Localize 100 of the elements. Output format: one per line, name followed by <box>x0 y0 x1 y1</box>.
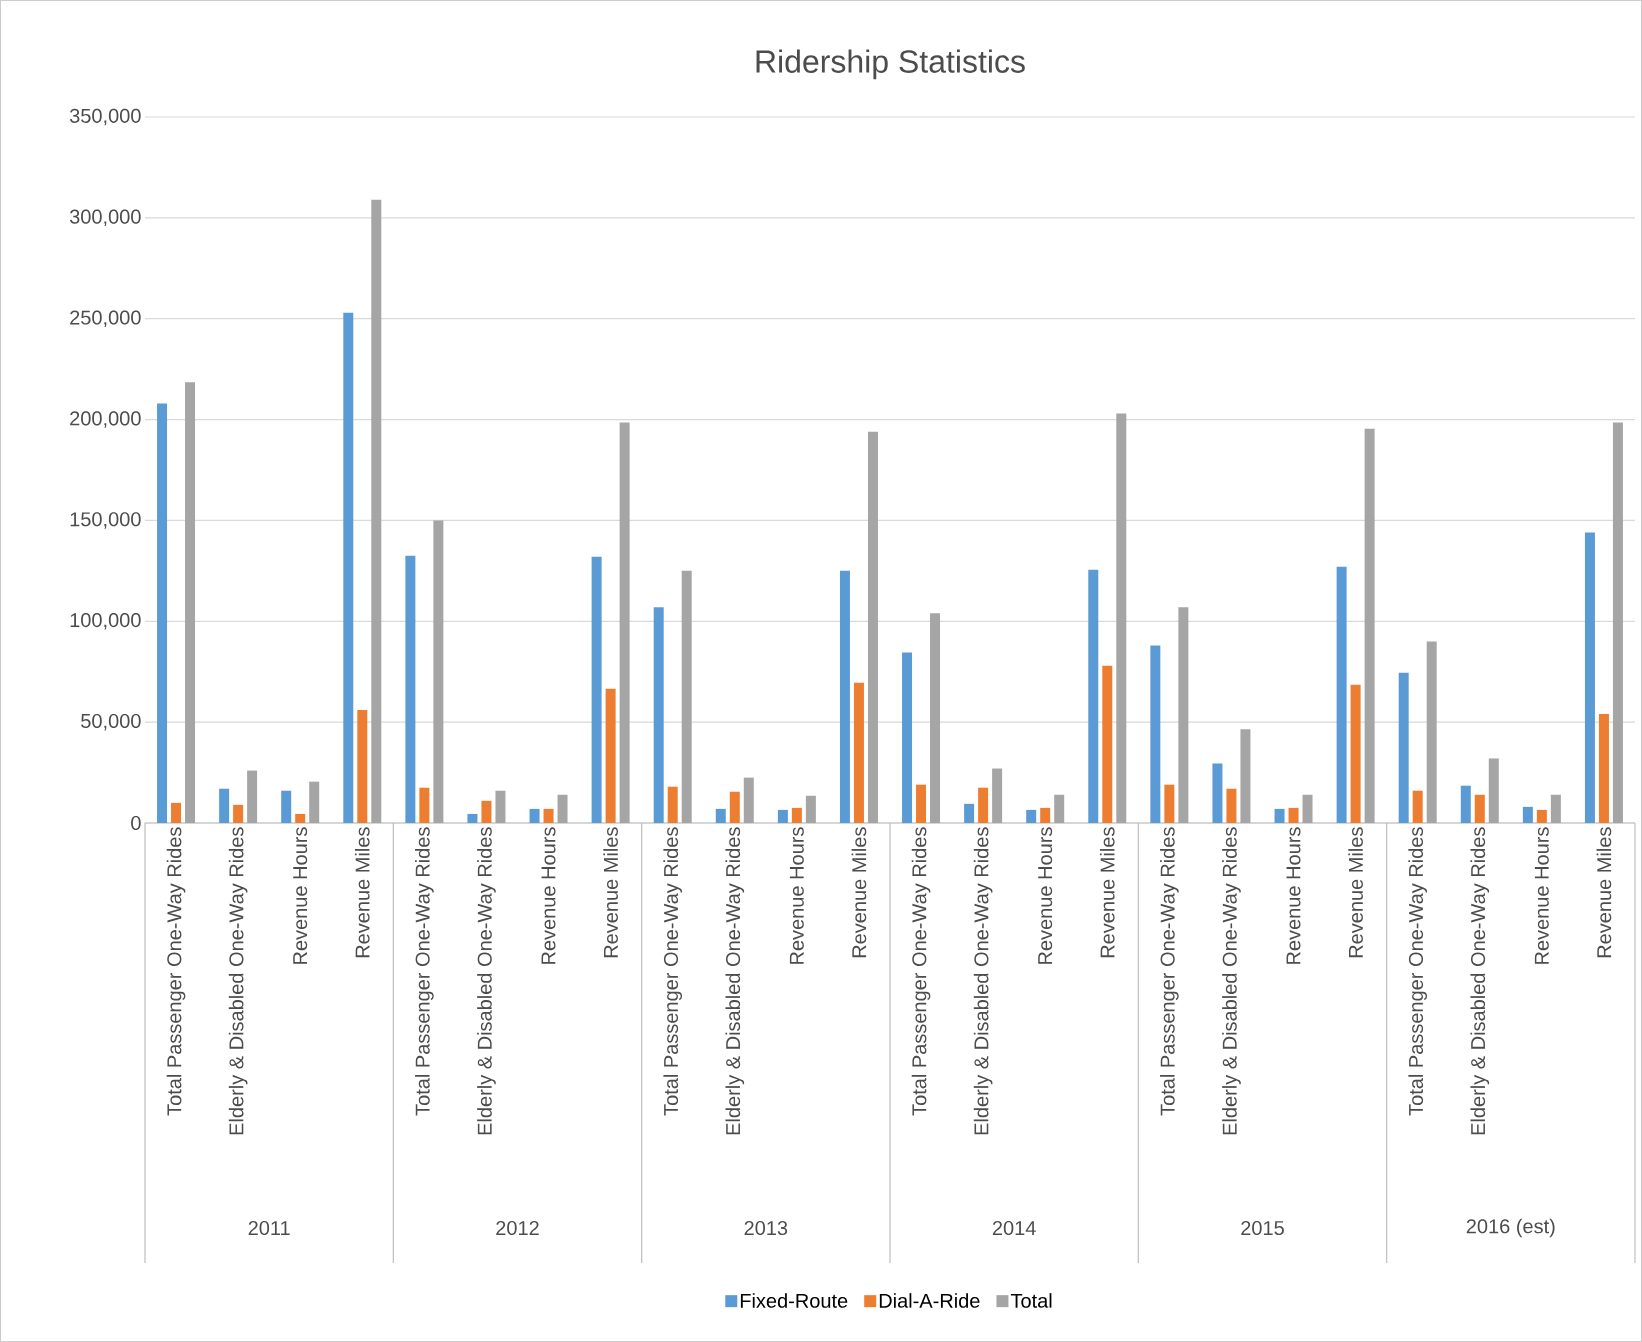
bar <box>529 808 540 823</box>
bar <box>619 422 630 823</box>
bar <box>591 556 602 823</box>
y-tick-label: 150,000 <box>70 512 141 529</box>
text: 2013 <box>744 1220 788 1236</box>
bar <box>495 790 506 823</box>
bar <box>1226 788 1237 823</box>
bar <box>1460 785 1471 823</box>
bar <box>557 794 568 823</box>
bar <box>1302 794 1313 823</box>
bar <box>1240 729 1251 823</box>
bar <box>419 787 430 823</box>
y-tick-label: 350,000 <box>69 108 141 126</box>
x-tick-label: Revenue Miles <box>851 827 867 958</box>
bar <box>1536 809 1547 823</box>
bar <box>543 808 554 823</box>
bar <box>281 790 292 823</box>
bar <box>1150 645 1161 823</box>
bar <box>185 382 196 823</box>
bar <box>805 795 816 823</box>
x-tick-label: Revenue Hours <box>1534 827 1549 964</box>
x-tick-label: Revenue Hours <box>541 827 556 964</box>
x-tick-label: Revenue Hours <box>1038 827 1053 964</box>
bar <box>1274 808 1285 823</box>
x-tick-label: Total Passenger One-Way Rides <box>166 827 186 1116</box>
legend-label: Total <box>1010 1293 1052 1308</box>
y-tick-label: 50,000 <box>81 713 141 731</box>
legend-label: Dial-A-Ride <box>879 1293 980 1308</box>
x-tick-label: Elderly & Disabled One-Way Rides <box>725 827 745 1135</box>
bar <box>1178 607 1189 823</box>
bar <box>853 682 864 823</box>
bar <box>1584 532 1595 823</box>
bar <box>1426 641 1437 823</box>
x-tick-label: Revenue Hours <box>1286 827 1301 964</box>
x-tick-label: Total Passenger One-Way Rides <box>1408 827 1428 1116</box>
bar <box>667 786 678 823</box>
bar <box>715 808 726 823</box>
bar <box>964 803 975 823</box>
bar <box>729 791 740 823</box>
bar <box>1054 794 1065 823</box>
bar <box>219 788 230 823</box>
bar <box>1288 807 1299 823</box>
bar <box>1412 790 1423 823</box>
bar <box>1522 806 1533 823</box>
bar <box>309 781 320 823</box>
bar <box>902 652 913 823</box>
bar <box>357 710 368 823</box>
legend-label: Fixed-Route <box>740 1293 848 1308</box>
x-tick-label: Elderly & Disabled One-Way Rides <box>1222 827 1241 1135</box>
x-tick-label: Total Passenger One-Way Rides <box>1160 827 1179 1116</box>
bar <box>916 784 927 823</box>
bar <box>978 787 989 823</box>
bar <box>653 607 664 823</box>
bar <box>1040 807 1051 823</box>
bar <box>1550 794 1561 823</box>
bar <box>1598 714 1609 823</box>
x-tick-label: Total Passenger One-Way Rides <box>415 827 434 1116</box>
x-tick-label: Revenue Miles <box>1596 827 1612 958</box>
bar <box>295 813 306 823</box>
y-tick-label: 200,000 <box>70 411 141 428</box>
x-tick-label: Elderly & Disabled One-Way Rides <box>973 827 993 1135</box>
y-tick-label: 0 <box>131 815 141 831</box>
bar <box>1350 684 1361 823</box>
bar <box>157 403 168 823</box>
x-tick-label: Elderly & Disabled One-Way Rides <box>477 827 496 1135</box>
x-tick-label: Total Passenger One-Way Rides <box>663 827 683 1116</box>
bar <box>605 688 616 823</box>
x-tick-label: Revenue Miles <box>354 827 370 958</box>
bar <box>1212 763 1223 823</box>
x-tick-label: Revenue Miles <box>1348 827 1363 958</box>
bar <box>343 312 354 823</box>
bar <box>1488 758 1499 823</box>
bar <box>1116 413 1127 823</box>
bar <box>481 800 492 823</box>
x-tick-label: Revenue Miles <box>603 827 618 958</box>
y-tick-label: 300,000 <box>69 209 141 227</box>
bar <box>467 813 478 823</box>
bar <box>1336 566 1347 823</box>
x-tick-label: Elderly & Disabled One-Way Rides <box>1470 827 1490 1135</box>
bar <box>371 199 382 823</box>
bar <box>681 570 692 823</box>
bar <box>777 809 788 823</box>
bar <box>791 807 802 823</box>
text: 2014 <box>992 1220 1036 1236</box>
y-tick-label: 100,000 <box>70 613 141 630</box>
bar <box>1102 665 1113 823</box>
bar <box>930 613 941 823</box>
bar <box>1088 569 1099 823</box>
text: 2015 <box>1241 1220 1284 1236</box>
bar <box>247 770 258 823</box>
bar <box>867 431 878 823</box>
x-tick-label: Revenue Hours <box>293 827 308 964</box>
bar <box>171 802 182 823</box>
bar <box>743 777 754 823</box>
bar <box>433 520 444 823</box>
bar <box>405 555 416 823</box>
y-tick-label: 250,000 <box>70 310 141 327</box>
text: 2011 <box>248 1220 290 1236</box>
text: 2012 <box>496 1220 539 1236</box>
x-tick-label: Total Passenger One-Way Rides <box>911 827 931 1116</box>
